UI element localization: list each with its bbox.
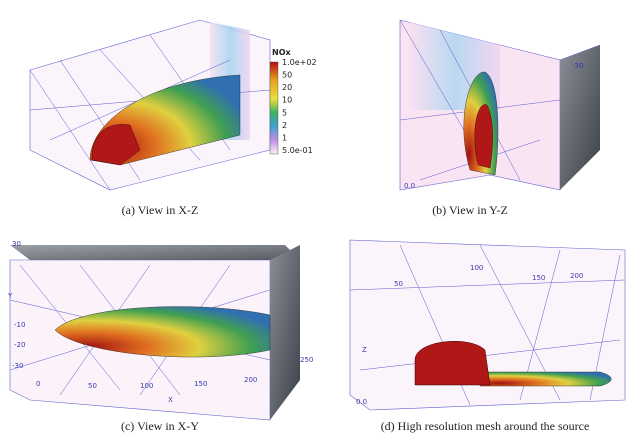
colorbar-label: 20 [282, 83, 292, 92]
axis-tick-label: 0 [36, 380, 40, 388]
axis-tick-label: 30 [12, 240, 21, 248]
panel-c [9, 245, 300, 421]
axis-tick-label: -10 [14, 321, 25, 329]
colorbar-label: 5 [282, 108, 287, 117]
axis-tick-label: -30 [572, 62, 583, 70]
axis-tick-label: Z [362, 346, 367, 354]
caption: (c) View in X-Y [121, 419, 199, 433]
panel-a [29, 19, 271, 191]
axis-tick-label: 150 [532, 274, 545, 282]
colorbar-label: 1 [282, 133, 287, 142]
colorbar-label: 10 [282, 96, 292, 105]
axis-tick-label: 200 [244, 376, 257, 384]
caption: (b) View in Y-Z [432, 203, 508, 217]
axis-tick-label: 0.0 [356, 398, 367, 406]
caption: (d) High resolution mesh around the sour… [381, 419, 590, 433]
colorbar: NOx 1.0e+02 50 20 10 5 2 1 5.0e-01 [269, 48, 317, 155]
axis-tick-label: 150 [194, 380, 207, 388]
axis-tick-label: -30 [12, 362, 23, 370]
caption: (a) View in X-Z [122, 203, 199, 217]
axis-tick-label: Y [7, 292, 13, 300]
axis-tick-label: 0.0 [404, 182, 415, 190]
axis-tick-label: 100 [140, 382, 153, 390]
axis-tick-label: 200 [570, 272, 583, 280]
panel-b [399, 19, 601, 191]
colorbar-label: 5.0e-01 [282, 146, 313, 155]
colorbar-label: 2 [282, 121, 287, 130]
axis-tick-label: -20 [14, 341, 25, 349]
colorbar-title: NOx [272, 48, 291, 57]
axis-tick-label: 50 [394, 280, 403, 288]
colorbar-label: 50 [282, 71, 292, 80]
panel-d [349, 239, 626, 411]
axis-tick-label: 50 [88, 382, 97, 390]
axis-tick-label: 100 [470, 264, 483, 272]
colorbar-label: 1.0e+02 [282, 58, 317, 67]
axis-tick-label: 250 [300, 356, 313, 364]
axis-tick-label: X [168, 396, 173, 404]
